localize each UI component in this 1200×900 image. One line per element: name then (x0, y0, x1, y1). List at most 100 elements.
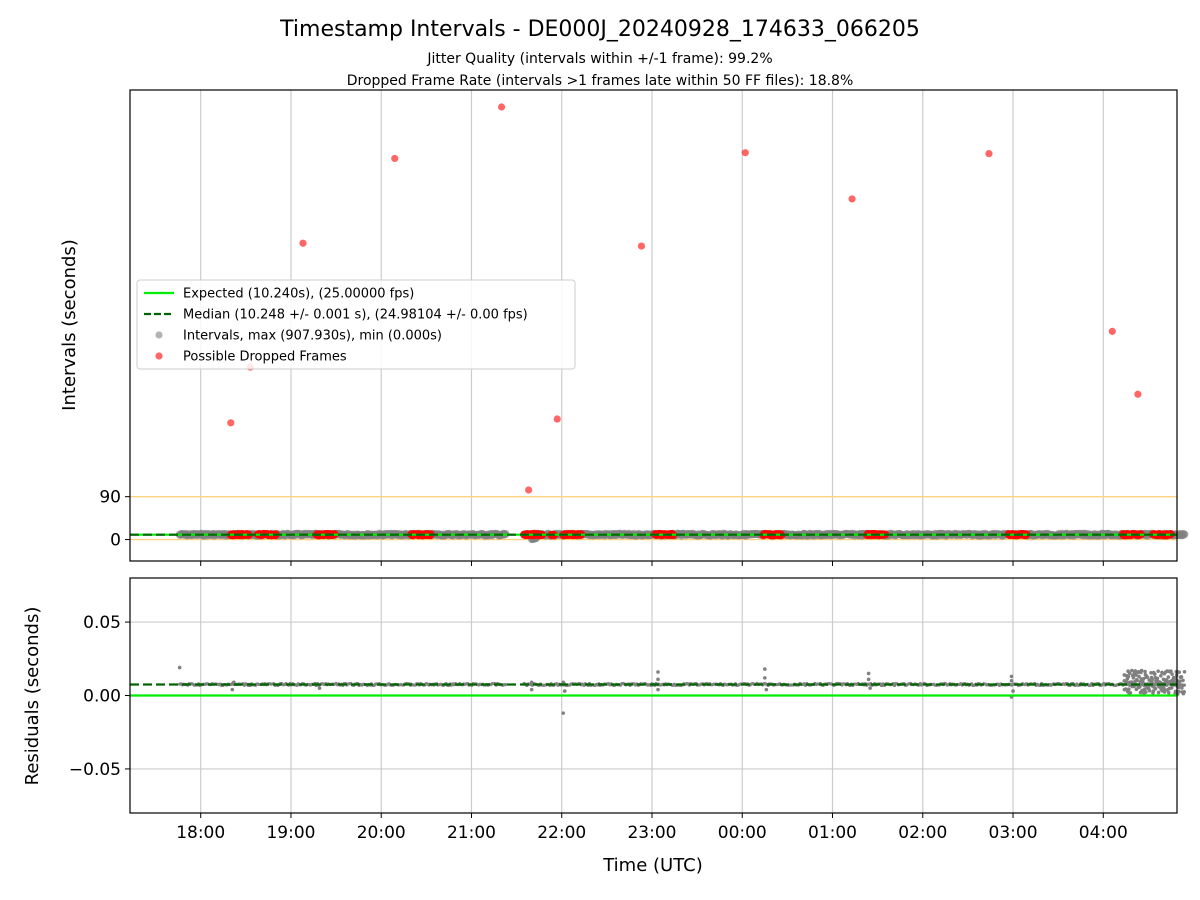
residual-point (1145, 675, 1150, 679)
residual-point (763, 667, 767, 671)
residual-point (1173, 689, 1178, 694)
residual-point (1165, 678, 1169, 683)
x-tick-label: 22:00 (537, 823, 586, 843)
residual-point (1182, 669, 1187, 674)
residual-point (1159, 674, 1163, 678)
residual-point (868, 686, 872, 690)
bottom-y-tick-label: −0.05 (69, 760, 121, 780)
residual-point (1127, 687, 1131, 692)
residual-point (1180, 683, 1185, 688)
residual-point (656, 677, 660, 682)
dropped-frame-point (227, 419, 235, 427)
residual-point (656, 687, 660, 692)
x-tick-label: 01:00 (808, 823, 857, 843)
residual-point (1151, 689, 1156, 693)
residual-point (1153, 672, 1157, 676)
residual-point (1009, 679, 1014, 683)
legend-intervals-swatch (155, 331, 163, 339)
legend-intervals-label: Intervals, max (907.930s), min (0.000s) (183, 329, 442, 344)
residual-point (1181, 678, 1185, 683)
x-tick-label: 20:00 (357, 823, 406, 843)
residual-point (1176, 685, 1181, 690)
residual-point (1169, 686, 1174, 690)
top-y-tick-label: 90 (99, 488, 121, 508)
residual-point (1131, 676, 1136, 680)
legend-box (136, 279, 576, 370)
residual-point (1179, 675, 1184, 679)
residual-point (764, 687, 769, 692)
chart-subtitle-line-1: Jitter Quality (intervals within +/-1 fr… (426, 51, 772, 67)
x-tick-label: 00:00 (718, 823, 767, 843)
dropped-frame-point (741, 149, 749, 157)
dropped-frame-point (848, 195, 856, 203)
residual-point (866, 677, 871, 682)
interval-point (1180, 530, 1189, 539)
top-y-axis-label: Intervals (seconds) (59, 239, 80, 411)
residual-point (1177, 670, 1182, 675)
residual-point (763, 676, 767, 680)
residual-point (562, 689, 567, 693)
x-tick-label: 21:00 (447, 823, 496, 843)
legend-dropped-frames-swatch (155, 352, 163, 360)
x-tick-label: 03:00 (989, 823, 1038, 843)
residual-point (1149, 671, 1153, 675)
chart-title: Timestamp Intervals - DE000J_20240928_17… (279, 17, 920, 42)
dropped-frame-point (985, 150, 993, 158)
top-y-tick-label: 0 (110, 531, 121, 551)
dropped-frame-point (497, 103, 506, 111)
dropped-frame-point (525, 486, 533, 494)
residual-point (1141, 677, 1146, 681)
x-tick-label: 23:00 (627, 823, 676, 843)
intervals-plot: 0 90 (99, 89, 1189, 566)
legend-expected-label: Expected (10.240s), (25.00000 fps) (183, 287, 414, 302)
residual-point (1147, 688, 1152, 693)
residual-point (230, 687, 235, 692)
residual-point (1128, 690, 1133, 695)
residual-point (656, 670, 660, 674)
bottom-y-axis-label: Residuals (seconds) (22, 607, 43, 786)
legend-median-label: Median (10.248 +/- 0.001 s), (24.98104 +… (183, 308, 528, 323)
dropped-frame-point (637, 242, 646, 250)
legend: Expected (10.240s), (25.00000 fps) Median… (136, 279, 576, 370)
residual-point (1182, 690, 1186, 694)
bottom-y-tick-label: 0.05 (83, 613, 121, 633)
residual-point (1134, 673, 1138, 677)
x-axis-label: Time (UTC) (602, 855, 703, 876)
dropped-frame-point (1134, 390, 1142, 398)
residual-point (1011, 689, 1015, 693)
residual-point (1009, 674, 1014, 679)
residual-point (1166, 675, 1171, 679)
bottom-y-tick-label: 0.00 (83, 687, 121, 707)
residual-point (561, 680, 566, 685)
residual-point (1156, 690, 1161, 695)
x-tick-label: 18:00 (176, 823, 225, 843)
residual-point (529, 680, 534, 685)
residual-point (1169, 669, 1173, 673)
dropped-frame-point (299, 239, 307, 247)
residual-point (1156, 669, 1160, 673)
residual-point (561, 711, 566, 715)
residuals-plot: 18:00 19:00 20:00 21:00 22:00 23:00 00:00 01:00… (69, 577, 1187, 843)
top-axes-frame (129, 89, 1178, 562)
residual-point (1137, 674, 1141, 679)
chart-subtitle-line-2: Dropped Frame Rate (intervals >1 frames … (347, 73, 854, 89)
residual-point (1126, 674, 1131, 679)
residual-point (1139, 668, 1144, 673)
residual-point (1180, 686, 1184, 690)
bottom-axes-frame (129, 577, 1178, 814)
residual-point (1135, 678, 1139, 683)
residual-point (1150, 677, 1154, 682)
residual-point (177, 665, 182, 670)
residual-point (1143, 669, 1147, 674)
residual-point (1130, 668, 1134, 673)
x-tick-label: 02:00 (898, 823, 947, 843)
residual-point (1155, 676, 1160, 681)
residual-point (1170, 672, 1174, 676)
residual-point (1153, 686, 1158, 691)
dropped-frame-point (1108, 327, 1116, 335)
residual-point (504, 683, 508, 687)
dropped-frame-point (553, 415, 561, 423)
residual-point (1143, 690, 1148, 694)
residual-point (1127, 671, 1132, 676)
